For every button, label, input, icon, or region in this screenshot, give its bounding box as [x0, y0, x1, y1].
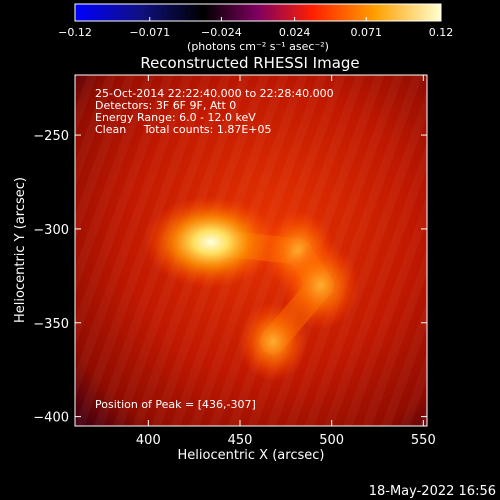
y-axis-label: Heliocentric Y (arcsec): [13, 177, 28, 323]
annotation-clean-counts: Clean Total counts: 1.87E+05: [95, 123, 272, 136]
colorbar-tick-label: 0.12: [429, 26, 454, 39]
colorbar-tick-label: −0.12: [58, 26, 92, 39]
emission-source: [281, 241, 360, 330]
y-tick-label: −350: [33, 317, 69, 332]
peak-source: [142, 195, 279, 289]
emission-source: [237, 301, 309, 382]
footer-timestamp: 18-May-2022 16:56: [369, 484, 496, 499]
colorbar-tick-label: −0.071: [129, 26, 170, 39]
x-tick-label: 400: [136, 433, 161, 448]
x-axis-label: Heliocentric X (arcsec): [178, 448, 325, 463]
plot-frame: [74, 74, 428, 427]
peak-position-label: Position of Peak = [436,-307]: [95, 398, 256, 411]
colorbar-tick-label: 0.024: [279, 26, 311, 39]
chart-title: Reconstructed RHESSI Image: [140, 54, 359, 72]
heatmap-image: [75, 75, 427, 426]
colorbar-unit-label: (photons cm⁻² s⁻¹ asec⁻²): [187, 40, 329, 53]
x-axis-ticks: 400 450 500 550: [136, 75, 436, 448]
annotation-energy-range: Energy Range: 6.0 - 12.0 keV: [95, 111, 256, 124]
colorbar-tick-label: 0.071: [351, 26, 383, 39]
y-tick-label: −250: [33, 129, 69, 144]
y-axis-ticks: −250 −300 −350 −400: [33, 129, 427, 426]
colorbar: [74, 3, 442, 22]
x-tick-label: 450: [228, 433, 253, 448]
colorbar-ticks: −0.12 −0.071 −0.024 0.024 0.071 0.12: [58, 17, 453, 39]
annotation-detectors: Detectors: 3F 6F 9F, Att 0: [95, 99, 236, 112]
info-annotations: 25-Oct-2014 22:22:40.000 to 22:28:40.000…: [95, 87, 334, 136]
x-tick-label: 500: [319, 433, 344, 448]
annotation-time-range: 25-Oct-2014 22:22:40.000 to 22:28:40.000: [95, 87, 334, 100]
y-tick-label: −400: [33, 411, 69, 426]
heatmap-sources: [142, 195, 360, 382]
y-tick-label: −300: [33, 223, 69, 238]
x-tick-label: 550: [411, 433, 436, 448]
colorbar-tick-label: −0.024: [201, 26, 242, 39]
